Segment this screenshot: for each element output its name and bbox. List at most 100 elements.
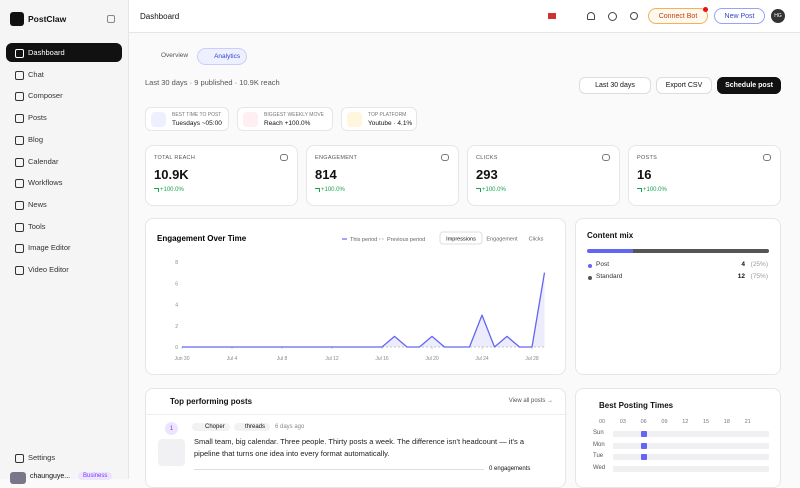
day-label: Mon xyxy=(593,441,605,448)
nav-item[interactable]: Video Editor xyxy=(6,260,122,279)
hour-label: 00 xyxy=(599,419,606,425)
mix-segment xyxy=(587,249,633,253)
mix-name: Post xyxy=(596,261,610,268)
engagement-chart: Engagement Over Time This period Previous… xyxy=(157,231,546,362)
avatar[interactable]: HG xyxy=(771,9,785,23)
nav-item[interactable]: Image Editor xyxy=(6,238,122,257)
best-times-card: Best Posting Times 00 03 06 09 12 15 18 21 Sun Mo… xyxy=(575,388,781,488)
heat-row xyxy=(613,442,769,449)
y-tick-label: 6 xyxy=(175,281,178,287)
insight-icon xyxy=(347,112,362,127)
view-all[interactable]: View all posts → xyxy=(508,398,553,404)
platform: threads xyxy=(234,423,271,431)
engagements: 0 engagements xyxy=(489,466,531,472)
nav-item[interactable]: News xyxy=(6,195,122,214)
day-label: Sun xyxy=(593,430,604,436)
brand: PostClaw xyxy=(28,14,67,24)
x-tick-label: Jul 12 xyxy=(325,356,339,362)
collapse[interactable] xyxy=(107,15,115,23)
user-avatar[interactable] xyxy=(10,472,26,484)
stat-card: TOTAL REACH 10.9K +100.0% xyxy=(145,145,298,206)
insight-label: BEST TIME TO POST xyxy=(172,112,222,118)
mix-bar xyxy=(587,249,769,253)
connect-bot[interactable]: Connect Bot xyxy=(648,8,708,24)
heat-cell xyxy=(641,431,647,437)
new-post[interactable]: New Post xyxy=(714,8,765,24)
bell[interactable] xyxy=(587,12,595,20)
metric-tab[interactable]: Engagement xyxy=(486,237,518,243)
stat-arrow xyxy=(154,188,159,192)
x-tick-label: Jul 16 xyxy=(375,356,389,362)
insight-icon xyxy=(151,112,166,127)
nav-item[interactable]: Workflows xyxy=(6,173,122,192)
nav-item[interactable]: Blog xyxy=(6,130,122,149)
insight-chip: TOP PLATFORM Youtube · 4.1% xyxy=(341,107,417,131)
mix-count: 4 xyxy=(741,261,745,268)
metric-tab[interactable]: Clicks xyxy=(529,237,544,243)
nav-item[interactable]: Chat xyxy=(6,65,122,84)
nav-item[interactable]: Posts xyxy=(6,108,122,127)
mix-dot xyxy=(588,276,592,280)
area xyxy=(182,272,545,347)
plan-badge: Business xyxy=(78,472,113,480)
top-posts-card: Top performing posts View all posts → 1 … xyxy=(145,388,567,488)
settings[interactable]: Settings xyxy=(6,448,122,467)
export[interactable]: Export CSV xyxy=(656,77,712,94)
chart-title: Engagement Over Time xyxy=(157,234,247,243)
stat-icon xyxy=(441,154,449,161)
stat-label: CLICKS xyxy=(476,155,498,161)
stat-icon xyxy=(763,154,771,161)
legend-label: This period xyxy=(350,237,377,243)
sidebar: PostClaw Dashboard Chat Composer Posts Blog C… xyxy=(0,0,129,484)
x-tick-label: Jun 30 xyxy=(174,356,189,362)
insight-chip: BEST TIME TO POST Tuesdays ~05:00 xyxy=(145,107,229,131)
nav-item[interactable]: Composer xyxy=(6,86,122,105)
content-mix-title: Content mix xyxy=(587,231,634,240)
tab[interactable]: Analytics xyxy=(197,48,248,65)
insight-label: TOP PLATFORM xyxy=(368,112,407,118)
stat-change: +100.0% xyxy=(321,187,345,193)
insight-icon xyxy=(243,112,258,127)
heat-cell xyxy=(641,442,647,449)
page-title: Dashboard xyxy=(140,12,180,21)
nav-item[interactable]: Calendar xyxy=(6,152,122,171)
stat-card: POSTS 16 +100.0% xyxy=(628,145,781,206)
schedule[interactable]: Schedule post xyxy=(717,77,781,94)
notify-dot xyxy=(703,7,708,12)
y-tick-label: 0 xyxy=(175,345,178,351)
flag[interactable] xyxy=(548,13,556,19)
help[interactable] xyxy=(608,12,617,21)
stat-value: 16 xyxy=(637,167,652,182)
stat-icon xyxy=(602,154,610,161)
divider xyxy=(146,414,567,415)
stat-value: 293 xyxy=(476,167,498,182)
stat-icon xyxy=(280,154,288,161)
hour-label: 21 xyxy=(744,419,751,425)
stat-card: ENGAGEMENT 814 +100.0% xyxy=(306,145,459,206)
theme[interactable] xyxy=(630,12,638,20)
mix-pct: (75%) xyxy=(750,273,768,280)
mix-pct: (25%) xyxy=(750,261,768,268)
y-tick-label: 4 xyxy=(175,303,178,309)
metric-tab[interactable]: Impressions xyxy=(446,237,476,243)
post-text: Small team, big calendar. Three people. … xyxy=(194,437,524,458)
stat-arrow xyxy=(637,188,642,192)
heat-cell xyxy=(641,454,647,460)
x-tick-label: Jul 20 xyxy=(425,356,439,362)
stat-change: +100.0% xyxy=(643,187,667,193)
user-name: chaunguye... xyxy=(30,473,71,480)
hour-label: 06 xyxy=(640,419,647,425)
account: Choper xyxy=(192,423,230,431)
tab[interactable]: Overview xyxy=(161,52,189,59)
stat-change: +100.0% xyxy=(160,187,184,193)
mix-segment xyxy=(632,249,769,253)
nav-item[interactable]: Tools xyxy=(6,217,122,236)
best-times-title: Best Posting Times xyxy=(599,401,674,410)
heat-row xyxy=(613,465,769,472)
hour-label: 18 xyxy=(723,419,730,425)
series-line xyxy=(182,272,546,348)
range[interactable]: Last 30 days xyxy=(579,77,651,94)
nav-item[interactable]: Dashboard xyxy=(6,43,122,62)
summary: Last 30 days · 9 published · 10.9K reach xyxy=(145,78,280,87)
y-tick-label: 8 xyxy=(175,260,178,266)
